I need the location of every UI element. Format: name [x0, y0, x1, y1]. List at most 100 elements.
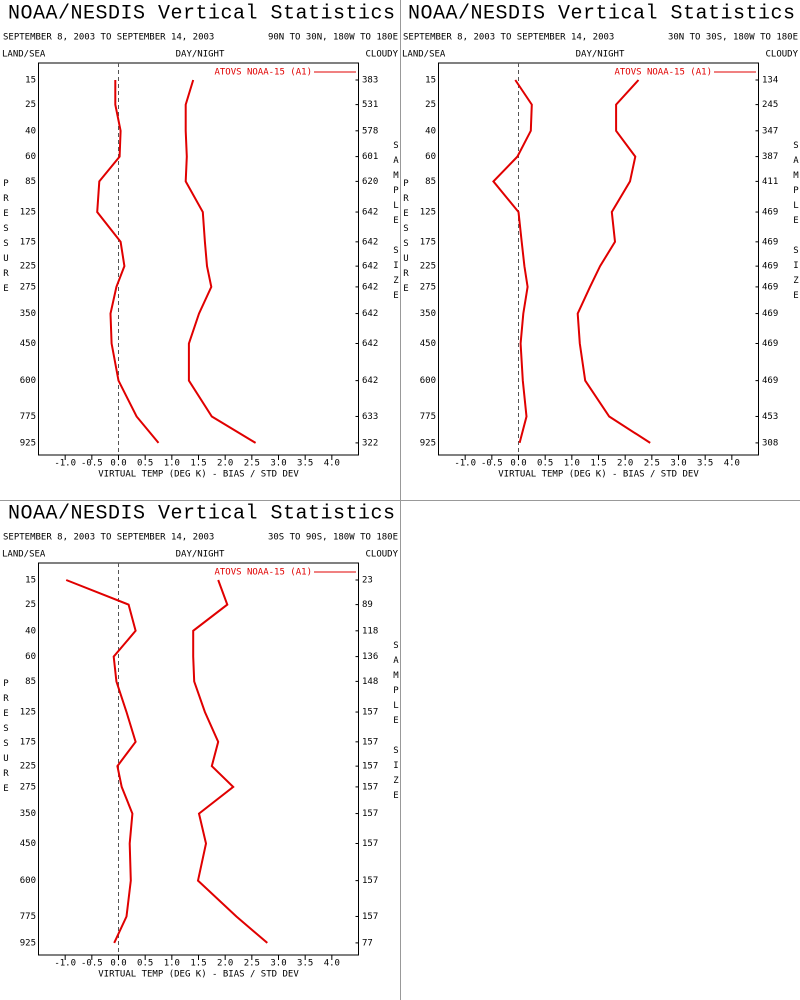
chart-title: NOAA/NESDIS Vertical Statistics: [8, 2, 396, 25]
y-tick-label: 775: [20, 912, 36, 922]
x-tick-label: 4.0: [324, 459, 340, 469]
sample-size-label: 642: [362, 282, 378, 292]
std-dev-line: [576, 79, 651, 444]
sample-size-label: 157: [362, 762, 378, 772]
corner-label: CLOUDY: [365, 550, 398, 560]
x-tick-label: 4.0: [724, 459, 740, 469]
y-tick-label: 85: [25, 177, 36, 187]
y-tick-label: 775: [420, 412, 436, 422]
chart-title: NOAA/NESDIS Vertical Statistics: [8, 502, 396, 525]
y-tick-label: 225: [20, 762, 36, 772]
x-tick-label: -0.5: [81, 959, 103, 969]
sample-size-label: 148: [362, 677, 378, 687]
sample-size-label: 157: [362, 809, 378, 819]
y-tick-label: 600: [20, 876, 36, 886]
x-tick-label: 3.5: [297, 459, 313, 469]
x-tick-label: 0.5: [137, 459, 153, 469]
x-axis-label: VIRTUAL TEMP (DEG K) - BIAS / STD DEV: [98, 970, 299, 980]
y-tick-label: 15: [25, 76, 36, 86]
corner-label: DAY/NIGHT: [576, 50, 625, 60]
x-tick-label: 0.5: [137, 959, 153, 969]
sample-size-label: 157: [362, 876, 378, 886]
region: 30S TO 90S, 180W TO 180E: [268, 533, 398, 543]
y-tick-label: 275: [20, 782, 36, 792]
sample-size-label: 77: [362, 938, 373, 948]
sample-size-label: 157: [362, 708, 378, 718]
x-tick-label: 1.5: [190, 959, 206, 969]
region: 90N TO 30N, 180W TO 180E: [268, 33, 398, 43]
x-tick-label: 2.0: [217, 459, 233, 469]
x-tick-label: 3.0: [670, 459, 686, 469]
x-tick-label: 2.5: [644, 459, 660, 469]
y-tick-label: 40: [425, 126, 436, 136]
std-dev-line: [192, 579, 268, 944]
sample-size-label: 89: [362, 600, 373, 610]
sample-size-label: 308: [762, 438, 778, 448]
x-tick-label: 3.5: [297, 959, 313, 969]
y-tick-label: 225: [20, 262, 36, 272]
y-tick-label: 350: [20, 809, 36, 819]
y-tick-label: 85: [425, 177, 436, 187]
sample-size-label: 578: [362, 126, 378, 136]
std-dev-line: [184, 79, 257, 444]
y-tick-label: 60: [25, 652, 36, 662]
sample-size-label: 322: [362, 438, 378, 448]
region: 30N TO 30S, 180W TO 180E: [668, 33, 798, 43]
sample-size-label: 157: [362, 839, 378, 849]
plot-frame: [38, 562, 359, 956]
panel: NOAA/NESDIS Vertical Statistics SEPTEMBER…: [402, 2, 799, 479]
sample-size-label: 157: [362, 737, 378, 747]
sample-size-label: 23: [362, 576, 373, 586]
panel: NOAA/NESDIS Vertical Statistics SEPTEMBER…: [2, 502, 399, 979]
y-tick-label: 175: [420, 237, 436, 247]
sample-size-label: 411: [762, 177, 778, 187]
sample-size-label: 453: [762, 412, 778, 422]
bias-line: [492, 79, 533, 444]
y-tick-label: 925: [420, 438, 436, 448]
y-tick-label: 40: [25, 126, 36, 136]
sample-size-label: 633: [362, 412, 378, 422]
y-tick-label: 175: [20, 737, 36, 747]
y-tick-label: 600: [420, 376, 436, 386]
y-tick-label: 925: [20, 438, 36, 448]
x-tick-label: 3.0: [270, 959, 286, 969]
sample-size-label: 469: [762, 282, 778, 292]
x-tick-label: -0.5: [81, 459, 103, 469]
sample-size-label: 387: [762, 152, 778, 162]
sample-size-label: 642: [362, 262, 378, 272]
corner-label: LAND/SEA: [2, 550, 46, 560]
sample-size-label: 620: [362, 177, 378, 187]
corner-label: DAY/NIGHT: [176, 50, 225, 60]
y-tick-label: 85: [25, 677, 36, 687]
sample-size-label: 118: [362, 626, 378, 636]
x-axis-label: VIRTUAL TEMP (DEG K) - BIAS / STD DEV: [498, 470, 699, 480]
sample-size-label: 134: [762, 76, 778, 86]
sample-size-label: 469: [762, 237, 778, 247]
y-tick-label: 450: [20, 839, 36, 849]
sample-size-label: 642: [362, 237, 378, 247]
corner-label: DAY/NIGHT: [176, 550, 225, 560]
x-tick-label: 1.0: [564, 459, 580, 469]
x-tick-label: 2.0: [617, 459, 633, 469]
sample-size-label: 245: [762, 100, 778, 110]
x-tick-label: -1.0: [54, 959, 76, 969]
legend-label: ATOVS NOAA-15 (A1): [214, 68, 312, 78]
x-tick-label: 2.0: [217, 959, 233, 969]
plot-frame: [438, 62, 759, 456]
subtitle: SEPTEMBER 8, 2003 TO SEPTEMBER 14, 2003: [3, 33, 214, 43]
subtitle: SEPTEMBER 8, 2003 TO SEPTEMBER 14, 2003: [3, 533, 214, 543]
y-tick-label: 25: [25, 600, 36, 610]
y-tick-label: 15: [425, 76, 436, 86]
x-tick-label: 0.5: [537, 459, 553, 469]
sample-size-label: 157: [362, 782, 378, 792]
y-tick-label: 600: [20, 376, 36, 386]
chart-title: NOAA/NESDIS Vertical Statistics: [408, 2, 796, 25]
x-tick-label: -1.0: [54, 459, 76, 469]
y-tick-label: 60: [425, 152, 436, 162]
